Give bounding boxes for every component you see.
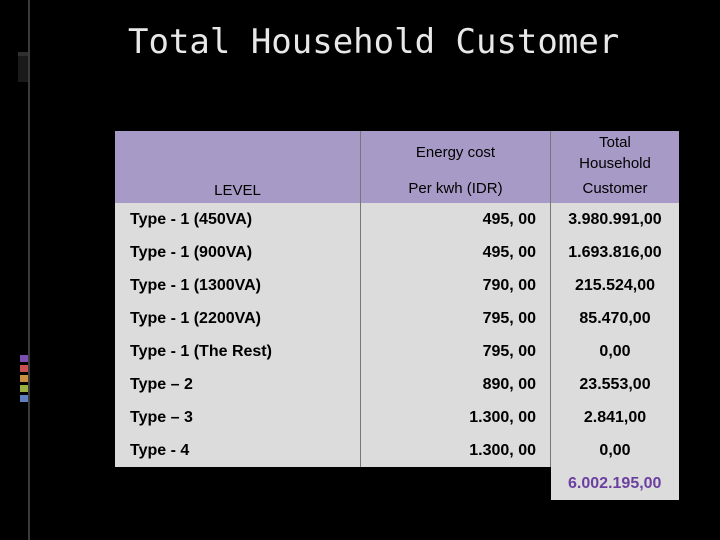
total-customers: 6.002.195,00 [550, 467, 679, 500]
left-rule [28, 0, 30, 540]
cell-customers: 0,00 [550, 335, 679, 368]
header-total-household-3: Customer [550, 174, 679, 203]
cell-cost: 890, 00 [360, 368, 551, 401]
cell-customers: 215.524,00 [550, 269, 679, 302]
header-total-line1: Total [599, 133, 631, 151]
cell-level: Type - 1 (The Rest) [115, 335, 361, 368]
cell-level: Type - 1 (1300VA) [115, 269, 361, 302]
cell-level: Type - 1 (2200VA) [115, 302, 361, 335]
cell-customers: 23.553,00 [550, 368, 679, 401]
slide-title: Total Household Customer [128, 22, 620, 62]
table-row: Type – 2 890, 00 23.553,00 [115, 368, 679, 401]
header-energy-cost-2: Per kwh (IDR) [360, 174, 551, 203]
deco-block-inner [18, 56, 28, 82]
cell-cost: 495, 00 [360, 236, 551, 269]
total-spacer [115, 467, 361, 500]
cell-level: Type - 1 (450VA) [115, 203, 361, 236]
cell-level: Type – 3 [115, 401, 361, 434]
table-row: Type - 1 (900VA) 495, 00 1.693.816,00 [115, 236, 679, 269]
cell-cost: 795, 00 [360, 335, 551, 368]
cell-level: Type - 1 (900VA) [115, 236, 361, 269]
cell-level: Type – 2 [115, 368, 361, 401]
table-row: Type - 4 1.300, 00 0,00 [115, 434, 679, 467]
deco-bar [20, 355, 28, 362]
cell-customers: 3.980.991,00 [550, 203, 679, 236]
header-level: LEVEL [115, 131, 361, 203]
header-total-household-1: Total Household [550, 131, 679, 175]
cell-cost: 795, 00 [360, 302, 551, 335]
cell-cost: 1.300, 00 [360, 401, 551, 434]
cell-customers: 85.470,00 [550, 302, 679, 335]
deco-bar [20, 385, 28, 392]
table-row: Type - 1 (450VA) 495, 00 3.980.991,00 [115, 203, 679, 236]
table-row: Type – 3 1.300, 00 2.841,00 [115, 401, 679, 434]
table-row: Type - 1 (2200VA) 795, 00 85.470,00 [115, 302, 679, 335]
cell-customers: 1.693.816,00 [550, 236, 679, 269]
deco-bar [20, 375, 28, 382]
cell-level: Type - 4 [115, 434, 361, 467]
header-energy-cost-1: Energy cost [360, 131, 551, 175]
table-row: Type - 1 (1300VA) 790, 00 215.524,00 [115, 269, 679, 302]
cell-cost: 790, 00 [360, 269, 551, 302]
cell-cost: 1.300, 00 [360, 434, 551, 467]
cell-cost: 495, 00 [360, 203, 551, 236]
table-row: Type - 1 (The Rest) 795, 00 0,00 [115, 335, 679, 368]
header-row-1: LEVEL Energy cost Total Household [115, 131, 679, 203]
cell-customers: 0,00 [550, 434, 679, 467]
deco-bar [20, 395, 28, 402]
total-row: 6.002.195,00 [115, 467, 679, 500]
total-spacer [361, 467, 551, 500]
cell-customers: 2.841,00 [550, 401, 679, 434]
header-row-2: Per kwh (IDR) Customer [115, 174, 679, 203]
deco-color-bars [20, 355, 28, 405]
customer-table: LEVEL Energy cost Total Household Per kw… [115, 131, 679, 500]
header-total-line2: Household [579, 154, 651, 172]
deco-bar [20, 365, 28, 372]
